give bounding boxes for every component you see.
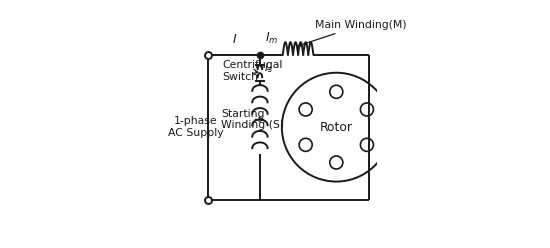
Text: Rotor: Rotor (320, 121, 353, 134)
Text: Main Winding(M): Main Winding(M) (298, 20, 407, 47)
Text: Starting
Winding (S): Starting Winding (S) (221, 109, 284, 130)
Text: I: I (232, 33, 236, 46)
Text: $I_m$: $I_m$ (265, 31, 278, 46)
Text: $I_s$: $I_s$ (264, 61, 273, 75)
Text: Centrifugal
Switch: Centrifugal Switch (223, 61, 283, 82)
Text: 1-phase
AC Supply: 1-phase AC Supply (168, 116, 223, 138)
